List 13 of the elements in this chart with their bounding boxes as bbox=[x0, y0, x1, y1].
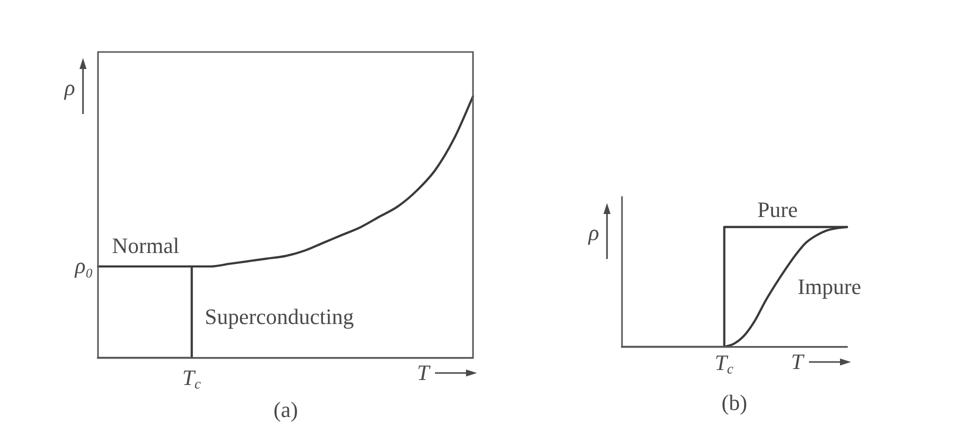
text: (a) bbox=[274, 397, 298, 422]
series-label: Superconducting bbox=[204, 304, 354, 330]
y-axis-title: ρ bbox=[588, 220, 600, 246]
series-label: Normal bbox=[112, 233, 180, 259]
text: T$_{c}$ bbox=[714, 350, 734, 378]
text: ρ₀ bbox=[75, 253, 94, 279]
series-label: Pure bbox=[757, 197, 798, 222]
y-axis-title: ρ bbox=[64, 75, 76, 100]
text: T$_{c}$ bbox=[182, 365, 201, 393]
x-axis-title: T bbox=[417, 360, 430, 386]
x-axis-title: T bbox=[791, 349, 804, 374]
series-label: Impure bbox=[798, 274, 862, 300]
text: (b) bbox=[722, 390, 748, 416]
